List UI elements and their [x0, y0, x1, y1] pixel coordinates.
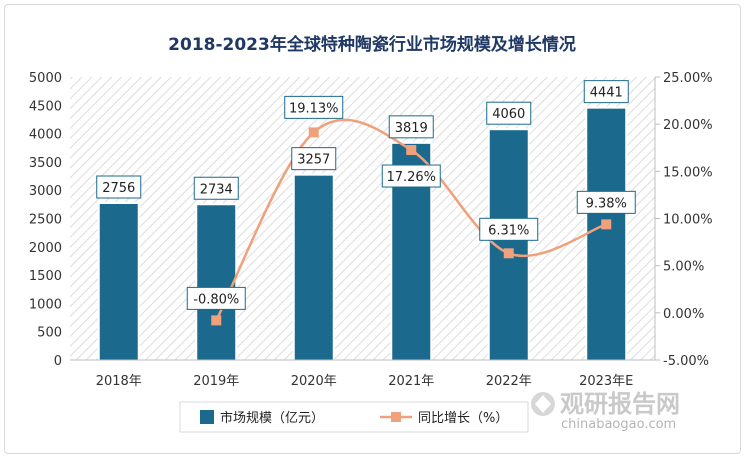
bar-value-label-box	[388, 115, 434, 139]
growth-value-label: 17.26%	[386, 170, 436, 185]
x-tick-label: 2021年	[388, 374, 434, 389]
bar	[294, 175, 333, 360]
y-right-tick-label: 10.00%	[663, 213, 713, 228]
y-left-tick-label: 4500	[29, 99, 62, 114]
y-left-tick-label: 5000	[29, 71, 62, 86]
y-left-tick-label: 1000	[29, 297, 62, 312]
y-left-tick-label: 3000	[29, 184, 62, 199]
growth-value-label-box	[576, 190, 636, 214]
bar-value-label-box	[583, 80, 629, 104]
growth-value-label: 6.31%	[488, 223, 529, 238]
bar-value-label-box	[486, 101, 532, 125]
legend-line-marker	[391, 412, 401, 422]
bar-value-label: 4060	[492, 107, 525, 122]
x-tick-label: 2023年E	[579, 374, 633, 389]
bar-value-label-box	[96, 175, 142, 199]
y-right-tick-label: 0.00%	[663, 307, 704, 322]
watermark-logo-icon	[531, 392, 555, 416]
watermark-text-en: chinabaogao.com	[561, 417, 676, 432]
growth-value-label-box	[284, 95, 344, 119]
watermark: 观研报告网 chinabaogao.com	[531, 390, 680, 432]
growth-marker	[406, 145, 417, 156]
growth-marker	[503, 248, 514, 259]
legend-bar-label: 市场规模（亿元）	[220, 410, 324, 426]
x-tick-label: 2022年	[486, 374, 532, 389]
bar-value-label-box	[193, 176, 239, 200]
growth-marker	[601, 219, 612, 230]
bar-value-label: 3257	[297, 153, 330, 168]
y-right-tick-label: -5.00%	[663, 354, 709, 369]
y-left-tick-label: 2000	[29, 241, 62, 256]
growth-value-label: 9.38%	[586, 196, 627, 211]
growth-marker	[308, 127, 319, 138]
bar-value-label: 3819	[395, 121, 428, 136]
y-left-tick-label: 3500	[29, 156, 62, 171]
legend-box	[179, 401, 529, 433]
y-left-tick-label: 500	[37, 326, 62, 341]
growth-value-label-box	[381, 164, 441, 188]
x-tick-label: 2019年	[193, 374, 239, 389]
y-left-tick-label: 4000	[29, 128, 62, 143]
growth-value-label-box	[186, 286, 246, 310]
y-left-tick-label: 1500	[29, 269, 62, 284]
y-left-tick-label: 0	[54, 354, 62, 369]
chart-title: 2018-2023年全球特种陶瓷行业市场规模及增长情况	[168, 34, 576, 55]
bar	[587, 108, 626, 360]
legend-line-label: 同比增长（%）	[418, 411, 508, 426]
y-right-tick-label: 5.00%	[663, 260, 704, 275]
legend-bar-swatch	[200, 410, 214, 424]
growth-value-label: 19.13%	[289, 101, 339, 116]
bar	[99, 204, 138, 360]
plot-area	[70, 77, 655, 360]
y-right-tick-label: 25.00%	[663, 71, 713, 86]
growth-marker	[211, 315, 222, 326]
growth-value-label: -0.80%	[193, 292, 239, 307]
growth-value-label-box	[479, 217, 539, 241]
bar-value-label: 2734	[200, 182, 233, 197]
y-right-tick-label: 15.00%	[663, 165, 713, 180]
x-tick-label: 2018年	[96, 374, 142, 389]
bar-value-label: 4441	[590, 86, 623, 101]
y-left-tick-label: 2500	[29, 213, 62, 228]
bar	[197, 205, 236, 360]
y-right-tick-label: 20.00%	[663, 118, 713, 133]
x-tick-label: 2020年	[291, 374, 337, 389]
bar-value-label: 2756	[102, 181, 135, 196]
bar-value-label-box	[291, 147, 337, 171]
watermark-text-cn: 观研报告网	[560, 390, 680, 418]
